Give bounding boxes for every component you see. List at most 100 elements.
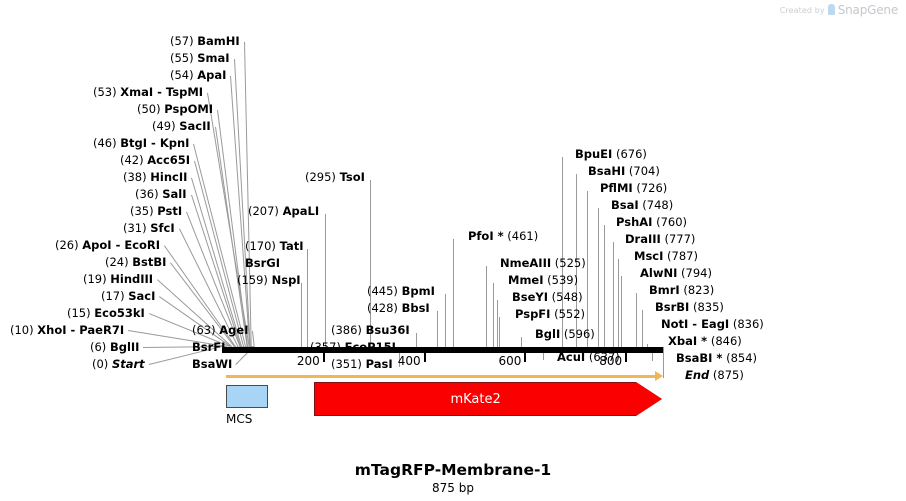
leader-line bbox=[642, 327, 644, 347]
feature-gene-arrow-head-icon bbox=[635, 382, 662, 416]
leader-line bbox=[543, 347, 545, 360]
leader-line bbox=[612, 242, 614, 347]
snapgene-logo-icon bbox=[827, 3, 835, 15]
restriction-site-label: BseYI (548) bbox=[512, 290, 583, 304]
restriction-site-label: End (875) bbox=[685, 368, 744, 382]
restriction-site-label: (24) BstBI bbox=[105, 255, 167, 269]
leader-line bbox=[306, 266, 308, 347]
plasmid-size: 875 bp bbox=[432, 481, 474, 495]
restriction-site-label: (6) BglII bbox=[90, 340, 140, 354]
restriction-site-label: (159) NspI bbox=[237, 273, 301, 287]
restriction-site-label: (57) BamHI bbox=[170, 34, 240, 48]
restriction-site-label: PshAI (760) bbox=[616, 215, 688, 229]
restriction-site-label: BsaI (748) bbox=[611, 198, 674, 212]
ruler-tick bbox=[423, 353, 426, 362]
restriction-site-label: BglI (596) bbox=[535, 327, 595, 341]
restriction-site-label: MmeI (539) bbox=[508, 273, 579, 287]
restriction-site-label: (35) PstI bbox=[130, 204, 183, 218]
leader-line bbox=[252, 330, 255, 347]
ruler-tick bbox=[322, 353, 325, 362]
restriction-site-label: (15) Eco53kI bbox=[67, 306, 145, 320]
feature-mcs-label: MCS bbox=[226, 412, 253, 426]
restriction-site-label: (0) Start bbox=[92, 357, 145, 371]
restriction-site-label: (17) SacI bbox=[101, 289, 156, 303]
restriction-site-label: (31) SfcI bbox=[123, 221, 175, 235]
restriction-site-label: XbaI * (846) bbox=[668, 334, 742, 348]
leader-line bbox=[635, 293, 637, 347]
restriction-site-label: NotI - EagI (836) bbox=[661, 317, 764, 331]
leader-line bbox=[369, 180, 371, 347]
restriction-site-label: (63) AgeI bbox=[192, 323, 249, 337]
restriction-site-label: (10) XhoI - PaeR7I bbox=[10, 323, 125, 337]
ruler-tick-label: 400 bbox=[397, 354, 421, 368]
feature-mcs-box[interactable] bbox=[226, 385, 269, 408]
restriction-site-label: MscI (787) bbox=[634, 249, 698, 263]
leader-line bbox=[415, 333, 417, 347]
restriction-site-label: (295) TsoI bbox=[305, 170, 365, 184]
restriction-site-label: BpuEI (676) bbox=[575, 147, 647, 161]
ruler-tick-label: 800 bbox=[599, 354, 623, 368]
leader-line bbox=[436, 311, 438, 347]
restriction-site-label: DraIII (777) bbox=[625, 232, 696, 246]
restriction-site-label: (428) BbsI bbox=[367, 301, 430, 315]
restriction-site-label: NmeAIII (525) bbox=[500, 256, 586, 270]
span-arrow-line bbox=[226, 375, 656, 378]
ruler-tick-label: 200 bbox=[296, 354, 320, 368]
watermark-brand: SnapGene bbox=[837, 3, 898, 17]
ruler-tick-label: 600 bbox=[498, 354, 522, 368]
leader-line bbox=[604, 225, 606, 347]
snapgene-watermark: Created by SnapGene bbox=[780, 3, 898, 17]
leader-line bbox=[521, 337, 523, 347]
restriction-site-label: PspFI (552) bbox=[515, 307, 586, 321]
restriction-site-label: PfoI * (461) bbox=[468, 229, 539, 243]
restriction-site-label: (49) SacII bbox=[152, 119, 211, 133]
restriction-site-label: AlwNI (794) bbox=[640, 266, 712, 280]
restriction-site-label: PflMI (726) bbox=[600, 181, 668, 195]
leader-line bbox=[586, 191, 588, 347]
leader-line bbox=[663, 347, 664, 378]
restriction-site-label: (36) SalI bbox=[135, 187, 187, 201]
restriction-site-label: (386) Bsu36I bbox=[331, 323, 410, 337]
leader-line bbox=[492, 283, 494, 347]
restriction-site-label: AcuI (637) bbox=[557, 350, 620, 364]
feature-gene-body: mKate2 bbox=[314, 382, 636, 416]
leader-line bbox=[445, 294, 447, 347]
restriction-site-label: (19) HindIII bbox=[83, 272, 154, 286]
restriction-site-label: (445) BpmI bbox=[367, 284, 435, 298]
restriction-site-label: (170) TatI bbox=[245, 239, 304, 253]
leader-line bbox=[301, 283, 303, 347]
leader-line bbox=[453, 239, 455, 347]
restriction-site-label: BsrBI (835) bbox=[655, 300, 724, 314]
leader-line bbox=[597, 208, 599, 347]
leader-line bbox=[325, 214, 327, 347]
leader-line bbox=[485, 266, 487, 347]
leader-line bbox=[652, 347, 654, 361]
leader-line bbox=[621, 276, 623, 347]
restriction-site-label: (50) PspOMI bbox=[137, 102, 214, 116]
restriction-site-label: (54) ApaI bbox=[170, 68, 227, 82]
ruler-tick bbox=[524, 353, 527, 362]
ruler-tick bbox=[625, 353, 628, 362]
restriction-site-label: (26) ApoI - EcoRI bbox=[55, 238, 161, 252]
ruler-bar bbox=[222, 347, 663, 353]
restriction-site-label: (42) Acc65I bbox=[120, 153, 191, 167]
restriction-site-label: (351) PasI bbox=[331, 357, 393, 371]
restriction-site-label: BsaWI bbox=[192, 357, 233, 371]
restriction-site-label: BsaBI * (854) bbox=[676, 351, 758, 365]
leader-line bbox=[398, 347, 400, 367]
feature-gene-arrow[interactable]: mKate2 bbox=[314, 382, 662, 416]
restriction-site-label: BsrGI bbox=[245, 256, 280, 270]
feature-gene-label: mKate2 bbox=[450, 391, 501, 407]
leader-line bbox=[617, 259, 619, 347]
leader-line bbox=[499, 317, 501, 347]
restriction-site-label: (207) ApaLI bbox=[248, 204, 320, 218]
span-arrow-head-icon bbox=[654, 371, 663, 381]
restriction-site-label: BsrFI bbox=[192, 340, 226, 354]
watermark-created-by: Created by bbox=[779, 5, 825, 15]
plasmid-title: mTagRFP-Membrane-1 bbox=[354, 461, 552, 479]
restriction-site-label: (55) SmaI bbox=[170, 51, 230, 65]
restriction-site-label: (38) HincII bbox=[123, 170, 188, 184]
restriction-site-label: BmrI (823) bbox=[649, 283, 715, 297]
restriction-site-label: (46) BtgI - KpnI bbox=[93, 136, 190, 150]
